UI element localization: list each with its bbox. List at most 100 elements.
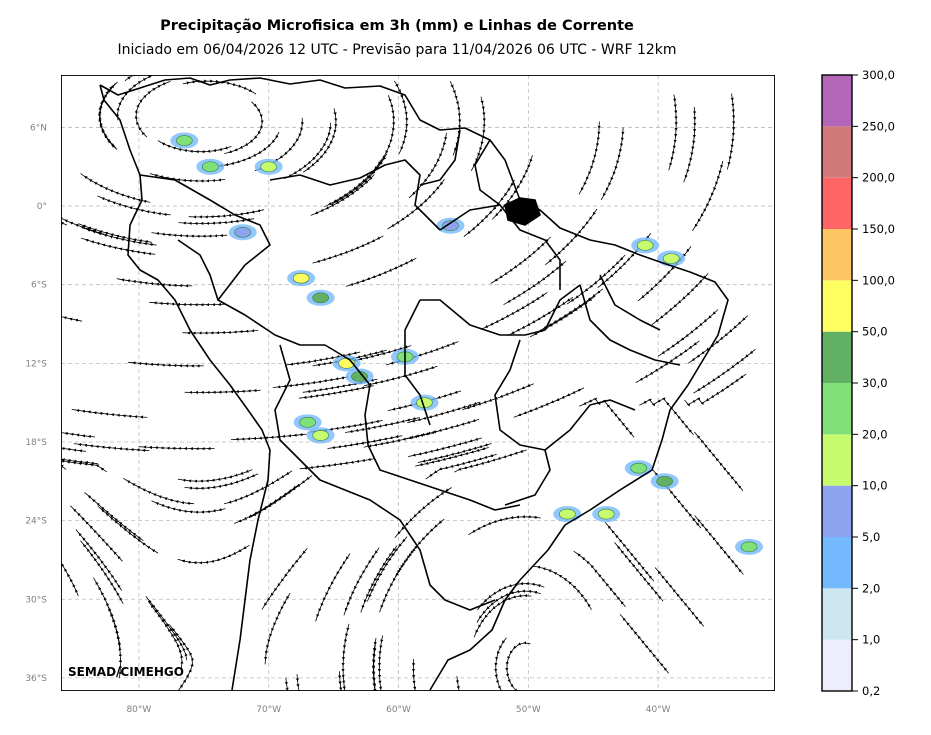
colorbar-label: 5,0 (862, 530, 880, 544)
colorbar-label: 1,0 (862, 633, 880, 647)
streamline (188, 209, 265, 219)
lon-label: 50°W (516, 705, 541, 715)
streamline (683, 106, 697, 183)
streamline (214, 131, 280, 168)
colorbar-label: 50,0 (862, 325, 888, 339)
lat-label: 6°N (30, 123, 47, 133)
streamline (604, 521, 655, 582)
colorbar-swatch (822, 639, 852, 691)
streamline (80, 237, 156, 256)
streamline (116, 278, 193, 288)
streamline (178, 217, 255, 226)
streamline (312, 235, 384, 264)
streamline (470, 96, 486, 171)
colorbar-label: 100,0 (862, 273, 895, 287)
lon-label: 40°W (646, 705, 671, 715)
country-borders (99, 77, 729, 691)
streamline (169, 624, 195, 691)
colorbar-label: 0,2 (862, 684, 880, 698)
streamline (234, 483, 300, 524)
colorbar-swatch (822, 75, 852, 127)
lon-label: 60°W (386, 705, 411, 715)
colorbar-swatch (822, 485, 852, 537)
streamline (338, 671, 357, 691)
streamline (477, 581, 545, 611)
streamline (345, 416, 420, 433)
streamline (425, 453, 497, 480)
streamline (230, 432, 307, 441)
colorbar-label: 150,0 (862, 222, 895, 236)
lon-label: 80°W (126, 705, 151, 715)
streamline (264, 592, 291, 665)
streamline (184, 473, 259, 490)
streamline (61, 425, 96, 439)
streamline (284, 122, 333, 180)
streamline (468, 515, 541, 536)
streamline (149, 173, 226, 183)
streamline (115, 75, 163, 121)
precip-cell (442, 220, 459, 232)
streamline (376, 95, 396, 168)
streamline (513, 387, 585, 418)
precip-cell (597, 508, 615, 520)
streamline (61, 453, 67, 470)
streamline (600, 127, 625, 201)
streamline (490, 236, 551, 284)
streamline (149, 301, 226, 307)
streamline (692, 160, 724, 232)
streamline (61, 439, 87, 453)
colorbar-swatch (822, 280, 852, 332)
streamline (61, 452, 98, 465)
colorbar-label: 20,0 (862, 427, 888, 441)
lat-label: 24°S (25, 517, 47, 527)
streamline (61, 302, 83, 322)
streamline (573, 550, 626, 608)
precip-cell (656, 475, 673, 487)
colorbar-label: 200,0 (862, 171, 895, 185)
streamline (324, 158, 383, 208)
precip-cell (176, 135, 193, 146)
streamline (694, 431, 744, 492)
streamline (177, 544, 250, 565)
streamline (668, 94, 678, 171)
precip-cell (630, 462, 647, 474)
streamline (71, 408, 148, 419)
streamline (363, 430, 439, 448)
streamline (122, 477, 195, 506)
streamline (299, 457, 375, 470)
colorbar: 0,2 1,0 2,0 5,0 10,0 20,0 30,0 50,0 100,0 150,0 20… (821, 68, 895, 698)
streamline (345, 257, 417, 287)
map-subtitle: Iniciado em 06/04/2026 12 UTC - Previsão… (117, 42, 677, 58)
map-title: Precipitação Microfisica em 3h (mm) e Li… (160, 18, 634, 34)
lat-label: 12°S (25, 359, 47, 369)
streamline (272, 376, 349, 389)
precip-cell (292, 272, 310, 284)
lat-label: 18°S (25, 438, 47, 448)
precip-cell (312, 430, 329, 441)
streamline (639, 397, 694, 436)
streamline (80, 173, 151, 204)
streamline (151, 232, 228, 238)
streamline (684, 373, 747, 407)
streamline (138, 445, 215, 451)
streamline (578, 121, 601, 195)
streamline (315, 553, 351, 622)
streamline (184, 388, 261, 395)
streamline (394, 80, 409, 155)
streamline (545, 208, 598, 266)
streamline (579, 397, 635, 438)
streamline (73, 443, 150, 452)
lon-label: 70°W (256, 705, 281, 715)
colorbar-swatch (822, 537, 852, 589)
credit-label: SEMAD/CIMEHGO (68, 665, 184, 679)
streamline (151, 500, 226, 514)
streamline (463, 179, 515, 237)
lat-label: 0° (37, 202, 47, 212)
colorbar-swatch (822, 434, 852, 486)
streamline (298, 384, 374, 399)
streamline (61, 534, 79, 597)
streamline (503, 260, 567, 306)
streamline (295, 674, 318, 691)
precip-cell (558, 508, 576, 520)
